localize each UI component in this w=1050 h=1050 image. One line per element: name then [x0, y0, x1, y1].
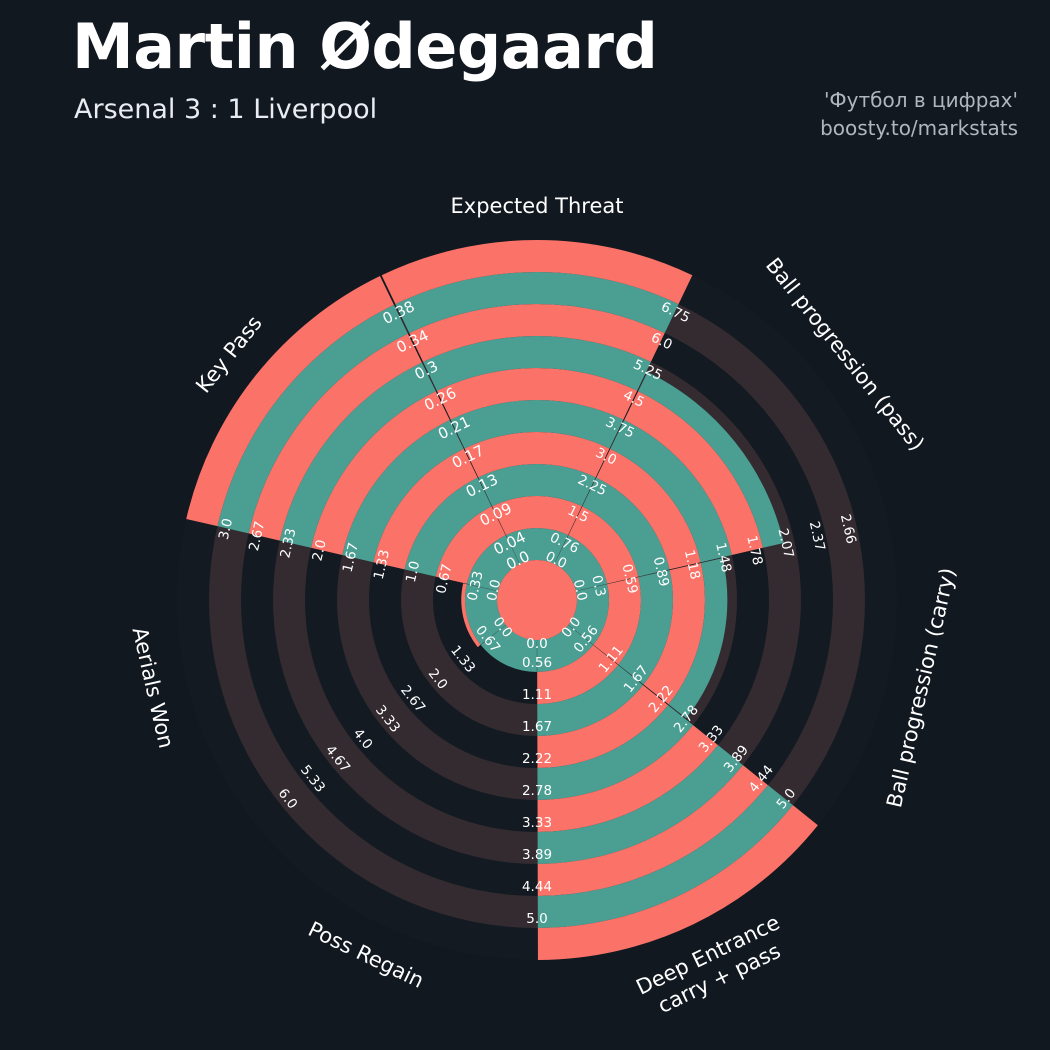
sector-value-band: [668, 558, 728, 719]
axis-tick-label: 2.07: [774, 527, 796, 560]
axis-tick-label: 0.0: [526, 636, 547, 652]
sector-value-band: [554, 535, 608, 591]
axis-tick-label: 1.33: [371, 548, 393, 581]
axis-tick-label: 2.78: [522, 783, 552, 799]
sector-value-band: [537, 785, 793, 928]
axis-tick-label: 0.89: [650, 555, 672, 588]
sector-value-band: [537, 805, 818, 960]
axis-tick-label: 0.0: [570, 578, 590, 603]
sector-value-band: [217, 304, 408, 534]
sector-value-band: [568, 506, 639, 584]
axis-tick-label: 0.67: [433, 562, 455, 595]
sector-value-band: [537, 685, 669, 768]
axis-tick-label: 1.11: [522, 687, 552, 703]
chart-hub: [497, 560, 577, 640]
sector-value-band: [537, 665, 644, 736]
axis-tick-label: 2.37: [806, 520, 828, 553]
sector-value-band: [279, 362, 436, 548]
axis-tick-label: 2.66: [837, 513, 859, 546]
axis-tick-label: 1.67: [522, 719, 552, 735]
sector-value-band: [342, 420, 464, 563]
sector-value-band: [478, 464, 596, 507]
sector-value-band: [537, 725, 719, 832]
axis-tick-label: 1.78: [743, 534, 765, 567]
sector-value-band: [409, 303, 665, 362]
sector-value-band: [450, 400, 624, 449]
axis-tick-label: 2.22: [522, 751, 552, 767]
sector-value-band: [537, 765, 768, 896]
sector-value-band: [310, 391, 450, 555]
sector-value-band: [537, 705, 694, 800]
sector-value-band: [593, 577, 641, 665]
axis-tick-label: 1.67: [340, 541, 362, 574]
sector-value-band: [610, 420, 732, 563]
value-fill-layer: [186, 240, 818, 960]
sector-value-band: [618, 570, 673, 685]
axis-tick-label: 1.0: [403, 559, 423, 584]
sector-value-band: [464, 432, 610, 478]
axis-category-label: Aerials Won: [127, 625, 178, 751]
axis-tick-label: 0.56: [522, 655, 552, 671]
page-title: Martin Ødegaard: [72, 10, 658, 83]
sector-value-band: [624, 391, 764, 555]
sector-value-band: [373, 448, 478, 570]
sector-value-band: [643, 563, 705, 705]
axis-tick-label: 5.0: [526, 911, 547, 927]
sector-value-band: [638, 372, 784, 548]
axis-tick-label: 0.3: [588, 574, 608, 599]
axis-tick-label: 2.67: [246, 520, 268, 553]
axis-tick-label: 0.33: [464, 570, 486, 603]
sector-value-band: [423, 336, 651, 391]
sector-value-band: [248, 333, 422, 541]
sector-value-band: [492, 496, 582, 536]
sector-value-band: [435, 506, 506, 584]
axis-tick-label: 0.0: [484, 578, 504, 603]
axis-category-line: Expected Threat: [451, 194, 624, 218]
axis-tick-label: 1.18: [681, 548, 703, 581]
sector-value-band: [596, 448, 701, 570]
sector-value-band: [582, 477, 670, 577]
sector-value-band: [404, 477, 492, 577]
sector-value-band: [537, 745, 743, 864]
sector-value-band: [568, 584, 609, 645]
axis-tick-label: 2.0: [309, 538, 329, 563]
sector-value-band: [505, 528, 569, 564]
sector-value-band: [395, 271, 679, 333]
credit-block: 'Футбол в цифрах' boosty.to/markstats: [820, 86, 1018, 143]
sector-value-band: [465, 584, 506, 645]
axis-category-line: Aerials Won: [127, 625, 178, 751]
match-score: Arsenal 3 : 1 Liverpool: [74, 94, 378, 125]
axis-tick-label: 3.0: [216, 517, 236, 542]
axis-tick-label: 1.48: [712, 541, 734, 574]
axis-tick-label: 0.59: [618, 562, 640, 595]
sector-value-band: [537, 645, 619, 704]
axis-category-label: Expected Threat: [451, 194, 624, 218]
axis-tick-label: 4.44: [522, 879, 552, 895]
sector-value-band: [480, 625, 537, 672]
sector-value-band: [186, 276, 394, 527]
axis-tick-label: 3.89: [522, 847, 552, 863]
sector-value-band: [466, 535, 520, 591]
sector-value-band: [381, 240, 693, 305]
sector-value-band: [461, 583, 481, 648]
credit-line-1: 'Футбол в цифрах': [823, 88, 1018, 112]
axis-tick-label: 2.33: [277, 527, 299, 560]
credit-line-2: boosty.to/markstats: [820, 116, 1018, 141]
axis-tick-label: 3.33: [522, 815, 552, 831]
sector-value-band: [436, 367, 638, 420]
sector-value-band: [537, 625, 594, 672]
